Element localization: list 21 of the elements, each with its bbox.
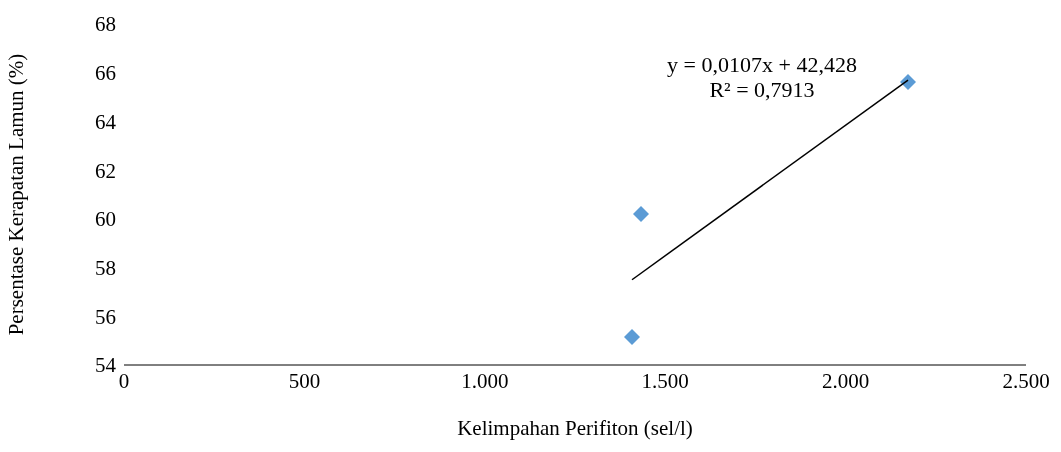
point (624, 328, 641, 345)
y-tick-label: 58 (95, 256, 116, 281)
y-tick-label: 56 (95, 304, 116, 329)
point (633, 205, 650, 222)
y-tick-label: 66 (95, 61, 116, 86)
x-axis-title: Kelimpahan Perifiton (sel/l) (457, 416, 693, 440)
y-axis-title: Persentase Kerapatan Lamun (%) (4, 53, 29, 336)
y-tick-label: 60 (95, 207, 116, 232)
y-tick-label: 54 (95, 353, 117, 378)
x-tick-label: 0 (118, 368, 130, 393)
annotation: y = 0,0107x + 42,428 (666, 52, 858, 77)
y-tick-label: 64 (95, 109, 117, 134)
point (900, 73, 917, 90)
x-tick-label: 500 (288, 368, 321, 393)
annotation: R² = 0,7913 (708, 77, 816, 102)
x-tick-label: 2.500 (1002, 368, 1050, 393)
x-tick-label: 1.500 (641, 368, 689, 393)
x-tick-label: 2.000 (821, 368, 870, 393)
y-tick-label: 68 (95, 12, 116, 37)
x-tick-label: 1.000 (461, 368, 509, 393)
y-tick-label: 62 (95, 158, 116, 183)
